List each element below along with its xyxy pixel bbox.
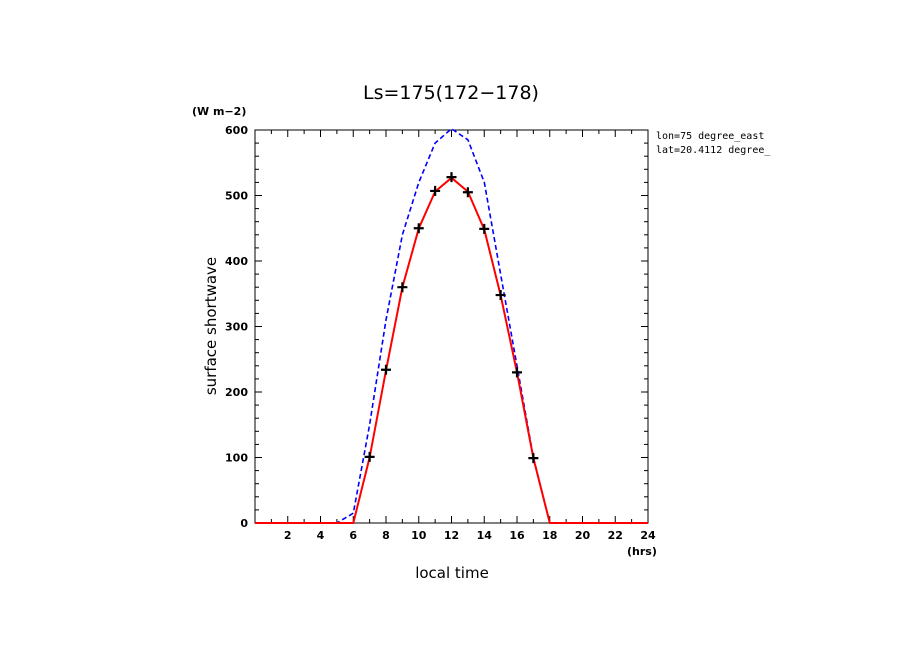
x-tick-label: 4 <box>317 529 325 542</box>
x-tick-label: 6 <box>349 529 357 542</box>
y-axis-label: surface shortwave <box>202 257 220 395</box>
y-tick-label: 200 <box>225 386 248 399</box>
chart-title: Ls=175(172−178) <box>363 82 539 104</box>
x-tick-label: 2 <box>284 529 292 542</box>
data-point-marker <box>397 282 408 293</box>
series-line-blue-dashed <box>255 127 648 524</box>
data-point-marker <box>364 451 375 462</box>
x-tick-label: 14 <box>477 529 493 542</box>
x-tick-label: 12 <box>444 529 459 542</box>
y-unit-label: (W m−2) <box>192 105 246 118</box>
y-tick-label: 300 <box>225 321 248 334</box>
data-point-marker <box>512 367 522 378</box>
x-tick-label: 20 <box>575 529 591 542</box>
data-point-marker <box>479 223 490 234</box>
y-tick-label: 600 <box>225 124 248 137</box>
x-tick-label: 22 <box>608 529 623 542</box>
x-tick-label: 16 <box>509 529 525 542</box>
x-axis-label: local time <box>415 564 489 582</box>
annotation-lat: lat=20.4112 degree_ <box>656 145 771 156</box>
y-tick-label: 500 <box>225 190 248 203</box>
data-point-marker <box>446 172 457 183</box>
x-tick-label: 10 <box>411 529 427 542</box>
data-point-marker <box>430 185 441 196</box>
data-point-marker <box>413 223 424 234</box>
y-tick-label: 400 <box>225 255 248 268</box>
series-line-red-solid <box>255 176 648 524</box>
x-tick-label: 24 <box>640 529 656 542</box>
x-unit-label: (hrs) <box>627 545 657 558</box>
y-tick-label: 100 <box>225 452 248 465</box>
data-point-marker <box>462 187 473 198</box>
plot-frame <box>254 129 649 524</box>
x-tick-label: 18 <box>542 529 557 542</box>
y-tick-label: 0 <box>240 517 248 530</box>
data-point-marker <box>528 453 539 464</box>
data-point-marker <box>381 364 391 375</box>
data-point-marker <box>495 290 506 301</box>
annotation-lon: lon=75 degree_east <box>656 131 764 142</box>
x-tick-label: 8 <box>382 529 390 542</box>
